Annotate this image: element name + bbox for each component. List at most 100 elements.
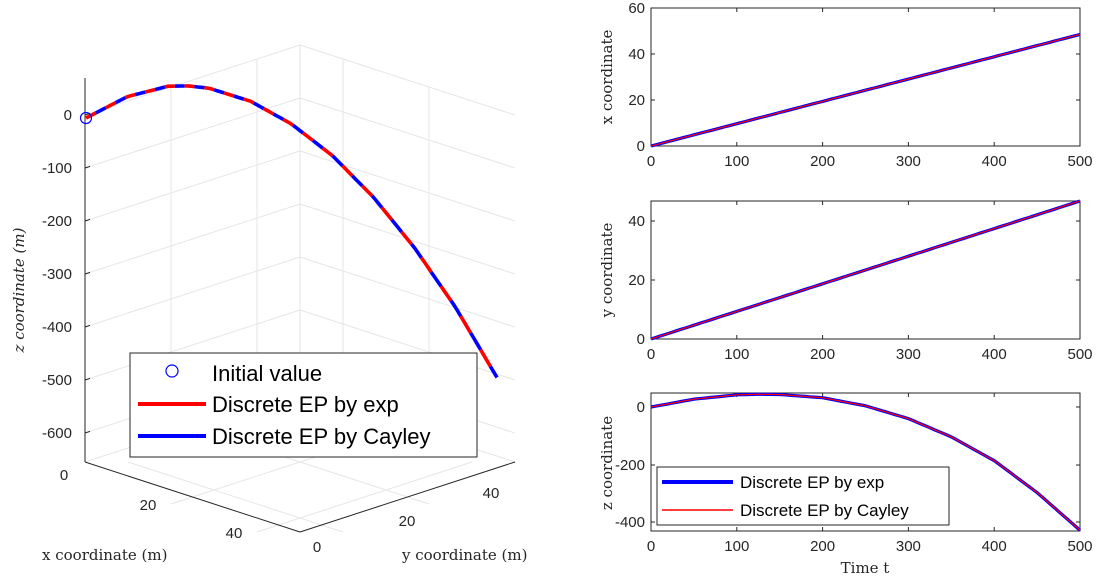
series-line bbox=[650, 200, 1081, 340]
subplot-z-xlabel: Time t bbox=[841, 559, 890, 577]
x-tick-label: 200 bbox=[810, 538, 835, 555]
trajectory-3d-line bbox=[429, 271, 443, 288]
z-tick-label: -500 bbox=[42, 372, 72, 389]
trajectory-3d-line bbox=[114, 95, 127, 105]
x-tick-label: 40 bbox=[226, 525, 243, 542]
trajectory-3d-line bbox=[134, 90, 146, 97]
z-tick-mark bbox=[84, 271, 91, 275]
y-tick-label: 20 bbox=[628, 272, 645, 289]
x-tick-label: 100 bbox=[724, 346, 749, 363]
z-tick-label: 0 bbox=[64, 107, 72, 124]
trajectory-3d-line bbox=[380, 206, 394, 221]
z-tick-label: -400 bbox=[42, 319, 72, 336]
subplot-y-content: 0 100 200 300 400 500 0 20 40 bbox=[628, 199, 1093, 363]
x-tick-label: 200 bbox=[810, 346, 835, 363]
plot3d-ticks: 0 -100 -200 -300 -400 -500 -600 0 20 40 0 20 40 bbox=[42, 107, 499, 556]
legend-initial-marker bbox=[165, 364, 179, 378]
x-tick-label: 0 bbox=[647, 153, 655, 170]
plot3d-xlabel: x coordinate (m) bbox=[42, 546, 167, 564]
y-tick-label: 60 bbox=[628, 0, 645, 17]
x-tick-label: 20 bbox=[140, 497, 157, 514]
trajectory-3d-line bbox=[243, 97, 255, 105]
z-tick-label: -100 bbox=[42, 160, 72, 177]
subplot-z-ylabel: z coordinate bbox=[598, 416, 616, 510]
x-tick-label: 400 bbox=[982, 346, 1007, 363]
legend-exp-label: Discrete EP by exp bbox=[212, 392, 399, 417]
trajectory-3d-line bbox=[321, 146, 334, 158]
trajectory-3d-line bbox=[194, 84, 205, 90]
subplot-x-content: 0 100 200 300 400 500 0 20 40 60 bbox=[628, 0, 1092, 170]
trajectory-3d-line bbox=[400, 230, 413, 246]
plot3d-legend: Initial value Discrete EP by exp Discret… bbox=[129, 352, 478, 458]
plot3d-axes bbox=[84, 78, 516, 533]
y-tick-label: 20 bbox=[628, 92, 645, 109]
trajectory-3d-line bbox=[439, 285, 453, 302]
x-tick-label: 300 bbox=[896, 538, 921, 555]
z-tick-mark bbox=[84, 324, 91, 328]
trajectory-3d-line bbox=[449, 299, 463, 318]
legend2-cayley-label: Discrete EP by Cayley bbox=[740, 501, 909, 520]
x-tick-label: 100 bbox=[724, 153, 749, 170]
trajectory-3d-line bbox=[124, 92, 136, 100]
subplot-y-ylabel: y coordinate bbox=[598, 222, 616, 318]
y-tick-label: 0 bbox=[637, 399, 645, 416]
trajectory-3d-line bbox=[390, 218, 404, 234]
plot3d-zlabel: z coordinate (m) bbox=[10, 227, 28, 353]
y-tick-label: 20 bbox=[399, 513, 416, 530]
trajectory-3d-line bbox=[479, 348, 492, 368]
y-tick-label: -400 bbox=[615, 514, 645, 531]
trajectory-3d-line bbox=[341, 164, 354, 178]
trajectory-3d-line bbox=[154, 85, 166, 92]
z-tick-mark bbox=[84, 218, 91, 222]
trajectory-3d-line bbox=[204, 85, 215, 92]
subplot-y: 0 100 200 300 400 500 0 20 40 y coordinate bbox=[598, 199, 1093, 363]
trajectory-3d-line bbox=[311, 139, 324, 150]
x-tick-label: 500 bbox=[1067, 538, 1092, 555]
y-tick-label: 40 bbox=[628, 213, 645, 230]
initial-value-marker bbox=[79, 111, 93, 125]
x-tick-label: 400 bbox=[982, 538, 1007, 555]
z-tick-mark bbox=[84, 377, 91, 381]
subplot-x-ylabel: x coordinate bbox=[598, 29, 616, 124]
trajectory-3d-line bbox=[252, 101, 265, 111]
trajectory-3d-line bbox=[469, 332, 483, 351]
y-tick-label: 0 bbox=[313, 539, 321, 556]
y-tick-label: 0 bbox=[637, 331, 645, 348]
trajectory-3d-line bbox=[164, 84, 175, 89]
trajectory-3d-line bbox=[282, 117, 295, 127]
trajectory-3d-line bbox=[292, 123, 305, 135]
trajectory-3d-line bbox=[360, 184, 374, 198]
trajectory-3d-line bbox=[410, 242, 423, 259]
x-tick-label: 400 bbox=[982, 153, 1007, 170]
x-tick-label: 0 bbox=[647, 346, 655, 363]
x-tick-label: 0 bbox=[647, 538, 655, 555]
trajectory-3d-line bbox=[104, 101, 117, 110]
subplot-x: 0 100 200 300 400 500 0 20 40 60 x coordinate bbox=[598, 0, 1093, 170]
x-tick-label: 500 bbox=[1067, 346, 1092, 363]
trajectory-3d-line bbox=[272, 112, 285, 121]
trajectory-3d-line bbox=[488, 365, 499, 379]
trajectory-3d-line bbox=[370, 194, 384, 209]
z-tick-label: -300 bbox=[42, 266, 72, 283]
trajectory-3d-line bbox=[213, 88, 225, 95]
x-tick-label: 0 bbox=[60, 467, 68, 484]
legend-initial-label: Initial value bbox=[212, 361, 322, 386]
y-tick-label: -200 bbox=[615, 457, 645, 474]
trajectory-3d-line bbox=[419, 256, 433, 274]
z-tick-mark bbox=[84, 430, 91, 434]
subplot-z-frame bbox=[650, 392, 1081, 532]
trajectory-3d-line bbox=[459, 315, 473, 334]
y-tick-label: 40 bbox=[628, 46, 645, 63]
trajectory-3d-line bbox=[301, 131, 314, 142]
trajectory-3d-line bbox=[223, 91, 235, 98]
x-tick-label: 500 bbox=[1067, 153, 1092, 170]
plot3d-grid bbox=[84, 44, 516, 533]
plot3d-ylabel: y coordinate (m) bbox=[401, 546, 527, 564]
subplot-z: 0 100 200 300 400 500 0 -200 -400 z coordinate T… bbox=[598, 392, 1093, 577]
x-tick-label: 200 bbox=[810, 153, 835, 170]
trajectory-3d-line bbox=[184, 84, 195, 89]
subplot-y-frame bbox=[650, 200, 1081, 340]
y-tick-label: 40 bbox=[483, 485, 500, 502]
y-tick-label: 0 bbox=[637, 138, 645, 155]
